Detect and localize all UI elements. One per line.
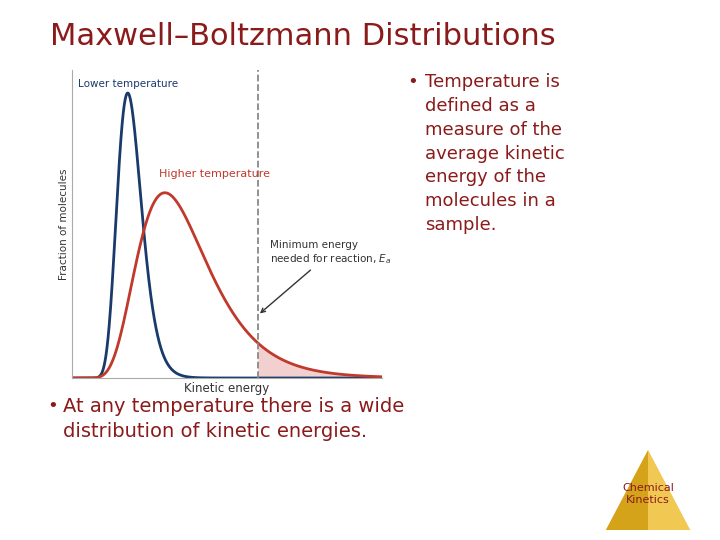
Text: Maxwell–Boltzmann Distributions: Maxwell–Boltzmann Distributions xyxy=(50,22,556,51)
Text: Higher temperature: Higher temperature xyxy=(158,168,270,179)
Polygon shape xyxy=(606,450,690,530)
Y-axis label: Fraction of molecules: Fraction of molecules xyxy=(59,168,69,280)
Text: Temperature is
defined as a
measure of the
average kinetic
energy of the
molecul: Temperature is defined as a measure of t… xyxy=(425,73,564,234)
Text: Minimum energy
needed for reaction, $E_a$: Minimum energy needed for reaction, $E_a… xyxy=(261,240,392,313)
Polygon shape xyxy=(648,450,690,530)
Text: Chemical
Kinetics: Chemical Kinetics xyxy=(622,483,674,505)
Text: •: • xyxy=(407,73,418,91)
X-axis label: Kinetic energy: Kinetic energy xyxy=(184,382,269,395)
Text: At any temperature there is a wide
distribution of kinetic energies.: At any temperature there is a wide distr… xyxy=(63,397,404,441)
Polygon shape xyxy=(606,450,648,530)
Text: •: • xyxy=(47,397,58,415)
Text: Lower temperature: Lower temperature xyxy=(78,79,179,90)
